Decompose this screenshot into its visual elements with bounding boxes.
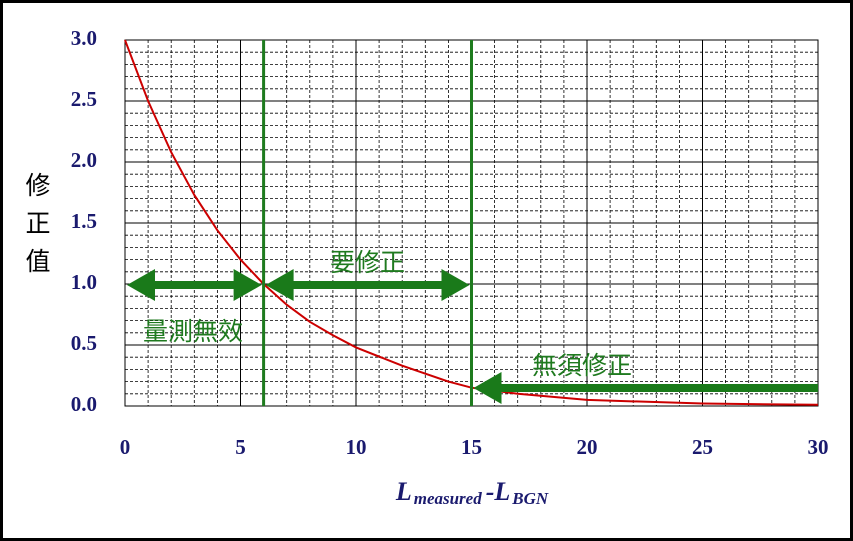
y-axis-title: 值 — [25, 247, 50, 276]
annotation: 量測無效 — [143, 317, 243, 346]
y-tick-label: 1.0 — [71, 270, 97, 294]
x-tick-label: 0 — [120, 435, 131, 459]
annotation: 無須修正 — [532, 351, 632, 380]
x-axis-title-part: measured — [414, 489, 483, 508]
x-tick-label: 10 — [346, 435, 367, 459]
x-tick-label: 15 — [461, 435, 482, 459]
arrow — [265, 269, 470, 301]
y-tick-label: 2.5 — [71, 87, 97, 111]
y-tick-label: 1.5 — [71, 209, 97, 233]
x-tick-label: 20 — [577, 435, 598, 459]
x-axis-title-part: BGN — [511, 489, 549, 508]
data-line — [124, 39, 819, 406]
y-axis-title: 正 — [25, 209, 50, 238]
x-tick-label: 25 — [692, 435, 713, 459]
y-tick-label: 2.0 — [71, 148, 97, 172]
y-tick-label: 3.0 — [71, 26, 97, 50]
y-axis-title: 修 — [25, 171, 50, 200]
y-tick-label: 0.0 — [71, 392, 97, 416]
arrow — [473, 372, 818, 404]
annotation: 要修正 — [330, 248, 405, 277]
x-tick-label: 30 — [808, 435, 829, 459]
x-tick-label: 5 — [235, 435, 246, 459]
arrow — [127, 269, 262, 301]
x-axis-title-part: L — [395, 477, 412, 506]
y-tick-label: 0.5 — [71, 331, 97, 355]
x-axis-title-part: -L — [486, 477, 511, 506]
